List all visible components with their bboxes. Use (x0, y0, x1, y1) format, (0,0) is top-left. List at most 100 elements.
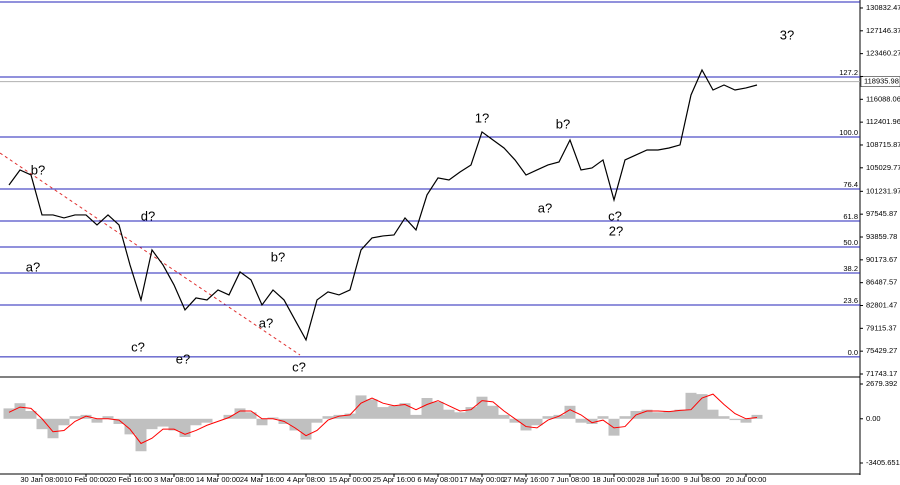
osc-bar (223, 414, 235, 419)
fib-label: 0.0 (848, 348, 858, 357)
osc-bar (91, 418, 103, 423)
osc-bar (157, 418, 169, 427)
osc-bar (531, 418, 543, 426)
x-tick-label: 6 May 08:00 (417, 475, 458, 484)
wave-label: a? (259, 315, 273, 330)
osc-bar (333, 414, 345, 419)
x-tick-label: 17 May 00:00 (459, 475, 504, 484)
osc-bar (652, 412, 664, 419)
osc-bar (443, 409, 455, 419)
osc-bar (553, 414, 565, 419)
osc-bar (146, 418, 158, 430)
osc-bar (47, 418, 59, 439)
fib-label: 50.0 (843, 238, 858, 247)
y-tick-label: 75429.27 (866, 346, 897, 355)
osc-bar (410, 414, 422, 419)
osc-bar (80, 414, 92, 419)
osc-bar (58, 418, 70, 426)
x-tick-label: 30 Jan 08:00 (20, 475, 63, 484)
fib-label: 61.8 (843, 212, 858, 221)
wave-label: e? (176, 351, 190, 366)
osc-bar (663, 410, 675, 419)
fib-label: 127.2 (839, 68, 858, 77)
y-tick-label: 0.00 (866, 414, 881, 423)
x-tick-label: 28 Jun 16:00 (636, 475, 679, 484)
price-line (8, 68, 758, 342)
y-tick-label: 2679.392 (866, 379, 897, 388)
osc-bar (245, 412, 257, 419)
x-tick-label: 27 May 16:00 (503, 475, 548, 484)
osc-bar (696, 394, 708, 419)
osc-bar (685, 392, 697, 419)
signal-line (8, 393, 758, 445)
wave-label: b? (31, 162, 45, 177)
x-tick-label: 25 Apr 16:00 (373, 475, 416, 484)
wave-label: 1? (475, 110, 489, 125)
osc-bar (300, 418, 312, 440)
osc-bar (586, 418, 598, 424)
wave-label: c? (292, 359, 306, 374)
y-tick-label: 101231.97 (866, 186, 900, 195)
osc-bar (465, 407, 477, 419)
osc-bar (388, 405, 400, 419)
osc-bar (421, 398, 433, 419)
osc-bar (3, 408, 15, 419)
wave-label: 3? (780, 27, 794, 42)
osc-bar (575, 418, 587, 423)
osc-bar (498, 414, 510, 419)
y-tick-label: 105029.77 (866, 163, 900, 172)
y-tick-label: 90173.67 (866, 255, 897, 264)
osc-bar (641, 409, 653, 419)
wave-label: d? (141, 208, 155, 223)
osc-bar (102, 416, 114, 419)
wave-label: a? (26, 259, 40, 274)
last-price-box (860, 76, 900, 87)
x-tick-label: 3 Mar 08:00 (154, 475, 194, 484)
y-tick-label: 71743.17 (866, 369, 897, 378)
y-tick-label: 116088.06 (866, 94, 900, 103)
osc-bar (454, 412, 466, 419)
y-tick-label: 79115.37 (866, 323, 897, 332)
last-price-label: 118935.98 (864, 77, 899, 86)
osc-bar (289, 418, 301, 431)
osc-bar (190, 418, 202, 426)
osc-bar (597, 416, 609, 419)
y-tick-label: -3405.651 (866, 458, 900, 467)
osc-bar (564, 405, 576, 419)
trend-line (0, 152, 301, 356)
osc-bar (25, 410, 37, 419)
y-tick-label: 97545.87 (866, 209, 897, 218)
x-tick-label: 24 Mar 16:00 (240, 475, 284, 484)
x-tick-label: 7 Jun 08:00 (550, 475, 589, 484)
osc-bar (135, 418, 147, 452)
x-tick-label: 4 Apr 08:00 (287, 475, 325, 484)
x-tick-label: 9 Jul 08:00 (684, 475, 721, 484)
osc-bar (14, 403, 26, 419)
y-tick-label: 127146.37 (866, 26, 900, 35)
x-tick-label: 15 Apr 00:00 (329, 475, 372, 484)
osc-bar (707, 409, 719, 419)
osc-bar (729, 418, 741, 421)
osc-bar (344, 413, 356, 419)
osc-bar (366, 399, 378, 419)
y-tick-label: 82801.47 (866, 300, 897, 309)
osc-bar (355, 395, 367, 419)
wave-label: b? (271, 249, 285, 264)
osc-bar (234, 408, 246, 419)
osc-bar (718, 416, 730, 419)
osc-bar (256, 418, 268, 426)
osc-bar (69, 416, 81, 419)
fib-label: 38.2 (843, 264, 858, 273)
osc-bar (179, 418, 191, 437)
osc-bar (608, 418, 620, 436)
osc-bar (542, 416, 554, 419)
fib-label: 100.0 (839, 128, 858, 137)
wave-label: a? (538, 200, 552, 215)
osc-bar (322, 416, 334, 419)
osc-bar (619, 416, 631, 419)
x-tick-label: 14 Mar 00:00 (196, 475, 240, 484)
y-tick-label: 112401.96 (866, 117, 900, 126)
osc-bar (487, 405, 499, 419)
osc-bar (674, 409, 686, 419)
osc-bar (476, 396, 488, 419)
